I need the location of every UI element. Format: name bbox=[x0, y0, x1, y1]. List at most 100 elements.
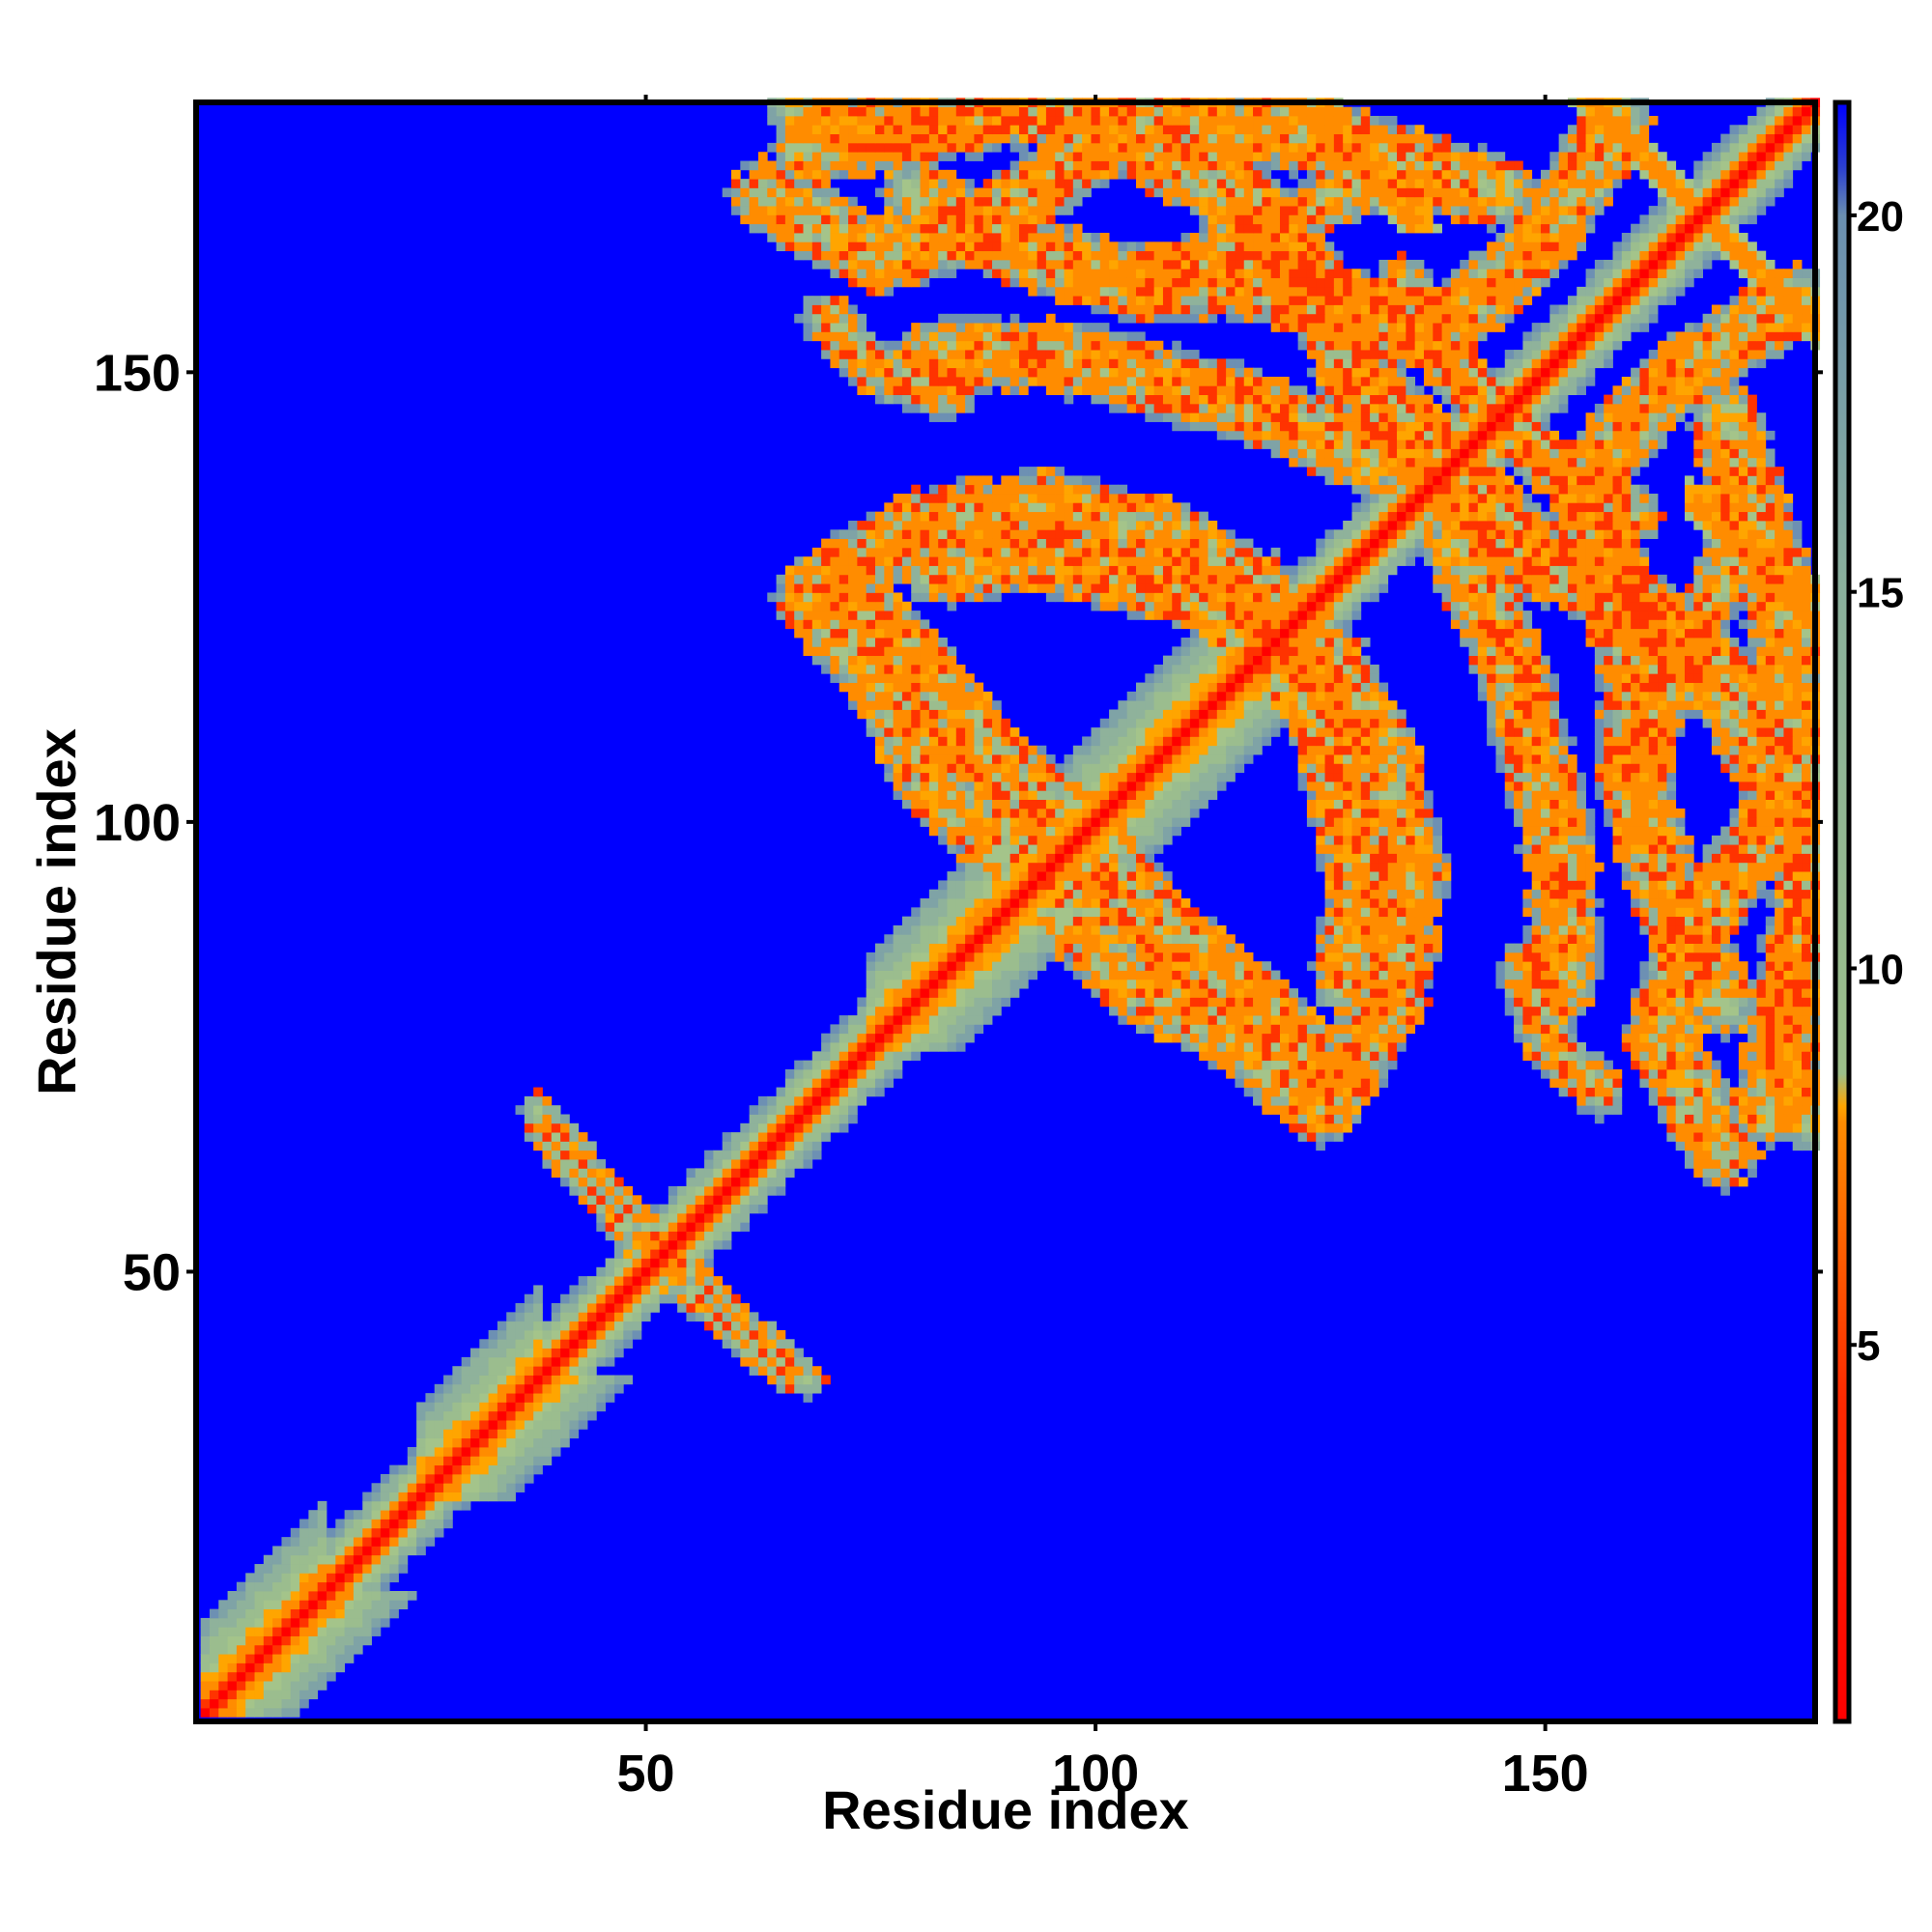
heatmap-cell bbox=[1118, 862, 1128, 872]
heatmap-cell bbox=[1414, 970, 1425, 980]
heatmap-cell bbox=[1702, 1132, 1713, 1142]
heatmap-cell bbox=[1370, 808, 1379, 818]
heatmap-cell bbox=[1720, 943, 1730, 953]
heatmap-cell bbox=[1333, 817, 1344, 827]
heatmap-cell bbox=[443, 1447, 453, 1457]
heatmap-cell bbox=[308, 1510, 319, 1520]
heatmap-cell bbox=[947, 772, 957, 782]
heatmap-cell bbox=[1765, 754, 1776, 764]
heatmap-cell bbox=[1370, 709, 1379, 720]
heatmap-cell bbox=[1531, 970, 1542, 980]
heatmap-cell bbox=[1262, 1068, 1272, 1079]
heatmap-cell bbox=[1720, 844, 1730, 854]
heatmap-cell bbox=[1253, 682, 1263, 693]
heatmap-cell bbox=[578, 1132, 588, 1142]
heatmap-cell bbox=[830, 1060, 840, 1070]
heatmap-cell bbox=[578, 1285, 588, 1295]
heatmap-cell bbox=[1289, 718, 1299, 728]
heatmap-cell bbox=[1684, 916, 1694, 926]
heatmap-cell bbox=[542, 1383, 553, 1394]
heatmap-cell bbox=[1180, 907, 1191, 918]
heatmap-cell bbox=[1037, 924, 1047, 935]
heatmap-cell bbox=[1541, 790, 1550, 801]
heatmap-cell bbox=[1765, 1087, 1776, 1097]
heatmap-cell bbox=[227, 1590, 238, 1601]
heatmap-cell bbox=[1558, 961, 1569, 971]
heatmap-cell bbox=[1792, 790, 1803, 801]
heatmap-cell bbox=[1631, 772, 1640, 782]
heatmap-cell bbox=[740, 1122, 751, 1133]
heatmap-cell bbox=[1631, 1006, 1640, 1016]
heatmap-cell bbox=[425, 1447, 436, 1457]
heatmap-cell bbox=[1792, 871, 1803, 881]
heatmap-cell bbox=[1621, 808, 1632, 818]
heatmap-cell bbox=[1792, 1051, 1803, 1062]
heatmap-cell bbox=[1126, 844, 1137, 854]
heatmap-cell bbox=[335, 1554, 346, 1565]
heatmap-cell bbox=[1009, 907, 1020, 918]
heatmap-cell bbox=[1253, 700, 1263, 710]
heatmap-cell bbox=[1747, 871, 1757, 881]
heatmap-cell bbox=[1153, 979, 1164, 989]
heatmap-cell bbox=[947, 871, 957, 881]
heatmap-cell bbox=[1639, 924, 1650, 935]
heatmap-cell bbox=[515, 1437, 526, 1448]
heatmap-cell bbox=[560, 1329, 570, 1340]
heatmap-cell bbox=[659, 1231, 669, 1241]
heatmap-row bbox=[866, 961, 1821, 971]
heatmap-cell bbox=[263, 1590, 273, 1601]
heatmap-cell bbox=[524, 1429, 534, 1439]
heatmap-cell bbox=[1631, 826, 1640, 837]
heatmap-cell bbox=[1118, 952, 1128, 962]
heatmap-cell bbox=[1370, 988, 1379, 998]
heatmap-cell bbox=[874, 979, 885, 989]
heatmap-cell bbox=[1612, 736, 1623, 747]
heatmap-cell bbox=[1648, 1051, 1659, 1062]
heatmap-cell bbox=[1792, 1060, 1803, 1070]
heatmap-cell bbox=[1775, 907, 1784, 918]
heatmap-cell bbox=[1738, 1105, 1748, 1115]
heatmap-cell bbox=[1180, 924, 1191, 935]
heatmap-cell bbox=[757, 1204, 768, 1214]
heatmap-cell bbox=[1567, 924, 1577, 935]
heatmap-cell bbox=[371, 1510, 382, 1520]
heatmap-cell bbox=[1495, 745, 1506, 755]
heatmap-cell bbox=[299, 1581, 309, 1592]
heatmap-cell bbox=[1306, 1060, 1317, 1070]
heatmap-cell bbox=[1226, 1060, 1236, 1070]
heatmap-cell bbox=[947, 763, 957, 774]
heatmap-cell bbox=[1604, 781, 1613, 791]
heatmap-cell bbox=[1549, 817, 1560, 827]
heatmap-cell bbox=[1577, 826, 1586, 837]
heatmap-cell bbox=[1541, 853, 1550, 864]
heatmap-row bbox=[407, 1447, 561, 1457]
heatmap-cell bbox=[605, 1339, 615, 1349]
heatmap-cell bbox=[1055, 853, 1065, 864]
heatmap-cell bbox=[686, 1168, 696, 1179]
heatmap-cell bbox=[1684, 1132, 1694, 1142]
heatmap-cell bbox=[335, 1581, 346, 1592]
heatmap-cell bbox=[982, 745, 993, 755]
heatmap-cell bbox=[461, 1410, 471, 1421]
heatmap-cell bbox=[1216, 961, 1227, 971]
heatmap-cell bbox=[416, 1402, 426, 1412]
heatmap-cell bbox=[1775, 871, 1784, 881]
heatmap-cell bbox=[920, 700, 930, 710]
heatmap-cell bbox=[947, 817, 957, 827]
heatmap-cell bbox=[911, 1033, 921, 1043]
heatmap-cell bbox=[982, 754, 993, 764]
heatmap-row bbox=[272, 1546, 426, 1556]
heatmap-cell bbox=[1658, 952, 1667, 962]
heatmap-cell bbox=[452, 1500, 463, 1511]
heatmap-cell bbox=[1631, 988, 1640, 998]
heatmap-cell bbox=[1306, 1087, 1317, 1097]
heatmap-cell bbox=[1324, 934, 1335, 944]
heatmap-cell bbox=[560, 1375, 570, 1385]
heatmap-cell bbox=[982, 808, 993, 818]
heatmap-cell bbox=[1018, 781, 1029, 791]
heatmap-cell bbox=[874, 943, 885, 953]
heatmap-cell bbox=[551, 1105, 561, 1115]
heatmap-cell bbox=[1253, 997, 1263, 1008]
heatmap-cell bbox=[1514, 817, 1523, 827]
heatmap-cell bbox=[1756, 1060, 1767, 1070]
